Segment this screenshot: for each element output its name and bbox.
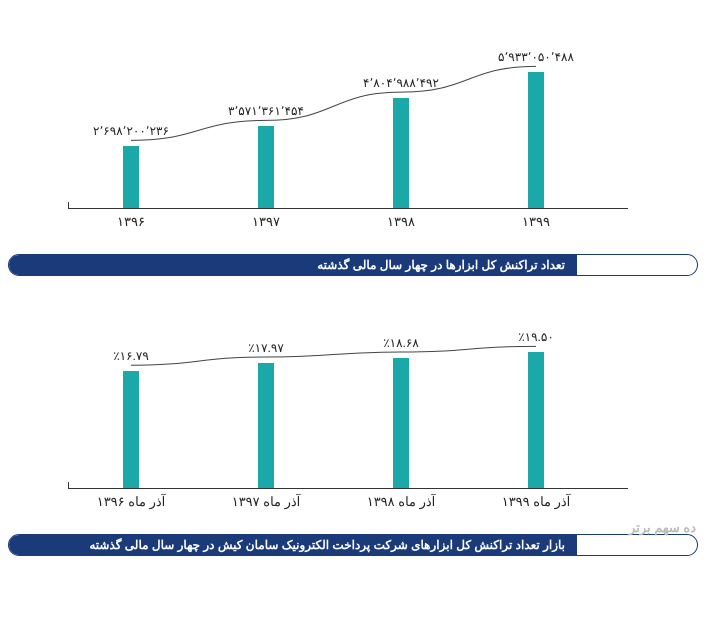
bar: [123, 146, 139, 208]
chart-1: ۲٬۶۹۸٬۲۰۰٬۲۳۶ ۱۳۹۶ ۳٬۵۷۱٬۳۶۱٬۴۵۴ ۱۳۹۷ ۴٬۸۰۴٬…: [8, 8, 698, 276]
bar: [528, 72, 544, 208]
value-label: ۳٬۵۷۱٬۳۶۱٬۴۵۴: [228, 104, 304, 118]
chart-2-caption-bar: بازار تعداد تراکنش کل ابزارهای شرکت پردا…: [8, 534, 698, 556]
x-axis: [68, 208, 628, 209]
value-label: ٪۱۷.۹۷: [248, 341, 284, 355]
value-label: ۵٬۹۳۳٬۰۵۰٬۴۸۸: [498, 50, 574, 64]
watermark: ده سهم برتر: [629, 520, 696, 536]
y-axis: [68, 202, 69, 208]
x-label: ۱۳۹۹: [522, 214, 550, 230]
x-label: آذر ماه ۱۳۹۸: [367, 494, 436, 510]
bar: [258, 126, 274, 208]
chart-2: ٪۱۶.۷۹ آذر ماه ۱۳۹۶ ٪۱۷.۹۷ آذر ماه ۱۳۹۷ ٪۱۸.…: [8, 288, 698, 556]
chart-2-area: ٪۱۶.۷۹ آذر ماه ۱۳۹۶ ٪۱۷.۹۷ آذر ماه ۱۳۹۷ ٪۱۸.…: [8, 288, 698, 528]
x-label: آذر ماه ۱۳۹۷: [232, 494, 301, 510]
bar: [393, 98, 409, 208]
chart-1-caption: تعداد تراکنش کل ابزارها در چهار سال مالی…: [9, 255, 577, 275]
value-label: ۴٬۸۰۴٬۹۸۸٬۴۹۲: [363, 76, 439, 90]
bar: [528, 352, 544, 488]
x-label: آذر ماه ۱۳۹۹: [502, 494, 571, 510]
chart-1-area: ۲٬۶۹۸٬۲۰۰٬۲۳۶ ۱۳۹۶ ۳٬۵۷۱٬۳۶۱٬۴۵۴ ۱۳۹۷ ۴٬۸۰۴٬…: [8, 8, 698, 248]
value-label: ٪۱۸.۶۸: [383, 336, 419, 350]
chart-1-caption-bar: تعداد تراکنش کل ابزارها در چهار سال مالی…: [8, 254, 698, 276]
chart-2-caption: بازار تعداد تراکنش کل ابزارهای شرکت پردا…: [9, 535, 577, 555]
bar: [393, 358, 409, 488]
bar: [258, 363, 274, 488]
caption-gap: [577, 255, 697, 275]
y-axis: [68, 482, 69, 488]
x-label: آذر ماه ۱۳۹۶: [97, 494, 166, 510]
x-axis: [68, 488, 628, 489]
x-label: ۱۳۹۶: [117, 214, 145, 230]
bar: [123, 371, 139, 488]
caption-gap: [577, 535, 697, 555]
x-label: ۱۳۹۷: [252, 214, 280, 230]
x-label: ۱۳۹۸: [387, 214, 415, 230]
value-label: ٪۱۹.۵۰: [518, 330, 554, 344]
trend-line: [8, 288, 698, 528]
value-label: ٪۱۶.۷۹: [113, 349, 149, 363]
value-label: ۲٬۶۹۸٬۲۰۰٬۲۳۶: [93, 124, 169, 138]
